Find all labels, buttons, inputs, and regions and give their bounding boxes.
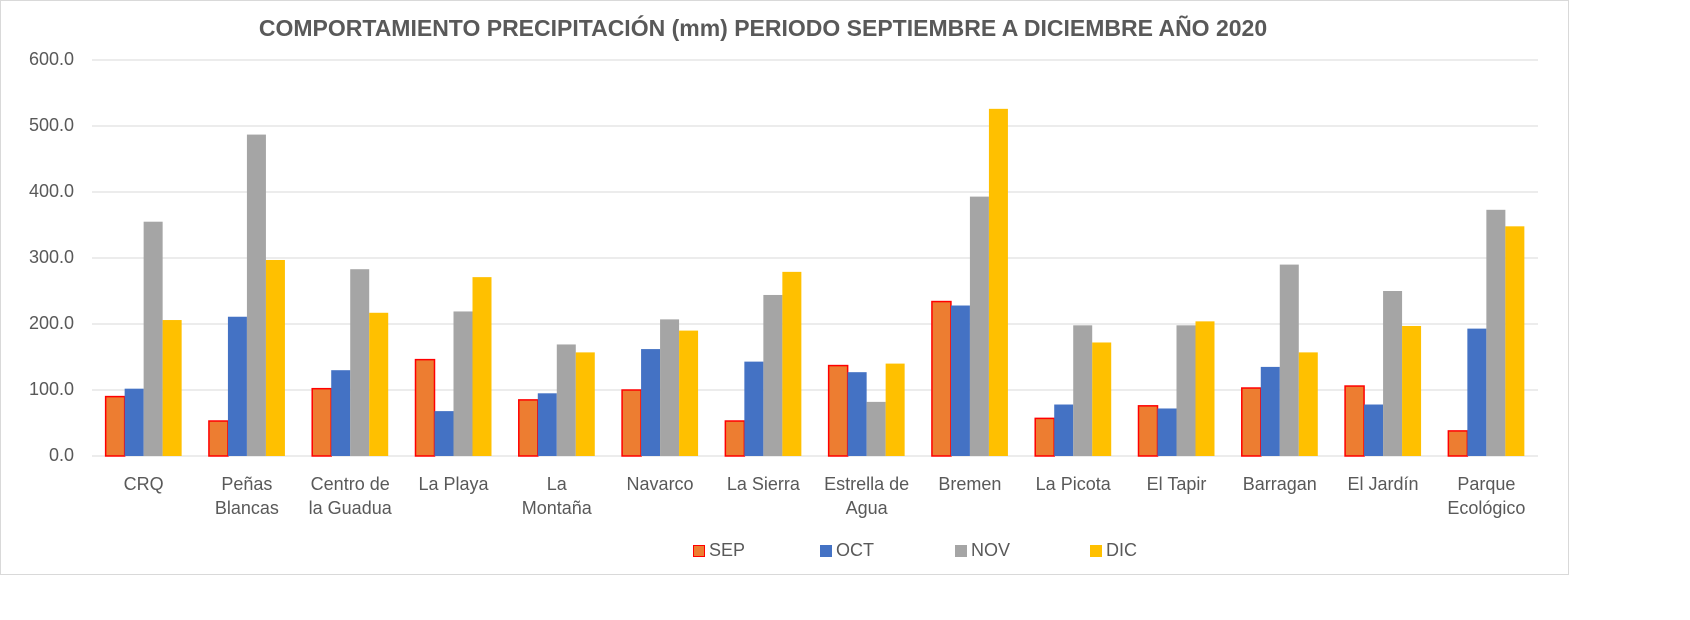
bar [414, 358, 436, 457]
bar [1364, 404, 1384, 456]
bar [1279, 264, 1299, 456]
bar [1344, 385, 1365, 457]
bar [1298, 352, 1318, 456]
x-tick-label: Estrella de Agua [824, 474, 910, 518]
bar [311, 387, 332, 457]
bar [369, 312, 389, 456]
bar [1383, 291, 1403, 456]
bar [744, 361, 764, 456]
x-tick-label: Centro de la Guadua [308, 474, 392, 518]
bar [537, 393, 557, 456]
bar [246, 134, 266, 456]
bar [350, 269, 370, 456]
legend-item: DIC [1090, 540, 1137, 561]
x-tick-label: La Picota [1035, 474, 1111, 494]
legend-label: SEP [709, 540, 746, 560]
x-tick-label: Barragan [1242, 474, 1317, 494]
bar [1447, 430, 1469, 457]
x-tick-label: La Montaña [521, 474, 592, 518]
bar [1467, 328, 1487, 456]
bar [1137, 405, 1159, 457]
legend-label: DIC [1106, 540, 1137, 560]
bar [1034, 417, 1055, 457]
legend-swatch [1090, 544, 1102, 557]
bar [1241, 387, 1262, 457]
bar [331, 370, 351, 456]
bar [1176, 325, 1196, 456]
x-tick-label: CRQ [123, 474, 164, 494]
bar [1092, 342, 1112, 456]
bar [885, 363, 905, 456]
x-tick-label: La Sierra [726, 474, 800, 494]
bar [1505, 226, 1525, 456]
bar [866, 401, 886, 456]
bar [931, 300, 952, 457]
legend-label: OCT [836, 540, 874, 560]
bar [104, 395, 126, 457]
bar [1260, 366, 1280, 456]
bar [143, 221, 163, 456]
bar [969, 196, 989, 456]
bar [518, 399, 539, 457]
legend-item: NOV [955, 540, 1010, 561]
x-tick-label: Navarco [626, 474, 694, 494]
y-tick-label: 600.0 [29, 49, 74, 69]
x-tick-label: El Jardín [1347, 474, 1419, 494]
x-tick-label: Peñas Blancas [214, 474, 279, 518]
x-tick-label: El Tapir [1146, 474, 1207, 494]
legend-label: NOV [971, 540, 1011, 560]
bar [988, 108, 1008, 456]
bar [782, 271, 802, 456]
chart-title: COMPORTAMIENTO PRECIPITACIÓN (mm) PERIOD… [259, 14, 1267, 41]
y-tick-label: 300.0 [29, 247, 74, 267]
bar [679, 330, 699, 456]
bar [472, 277, 492, 456]
y-tick-label: 400.0 [29, 181, 74, 201]
bar [827, 364, 849, 457]
bar [575, 352, 595, 456]
bar [724, 420, 746, 457]
bar [556, 344, 576, 456]
x-tick-label: La Playa [418, 474, 489, 494]
x-tick-label: Parque Ecológico [1447, 474, 1526, 518]
bar [641, 349, 661, 456]
y-tick-label: 100.0 [29, 379, 74, 399]
bar [1195, 321, 1215, 456]
bar [265, 259, 285, 456]
y-tick-label: 500.0 [29, 115, 74, 135]
y-tick-label: 0.0 [49, 445, 74, 465]
bar [847, 372, 867, 456]
bar [950, 305, 970, 456]
legend-item: SEP [693, 540, 745, 561]
x-tick-label: Bremen [938, 474, 1002, 494]
legend-swatch [820, 544, 832, 557]
bar [660, 319, 680, 456]
legend-swatch [693, 544, 705, 557]
bar [1157, 408, 1177, 456]
bar [208, 420, 229, 457]
bar [1054, 404, 1074, 456]
bar [453, 311, 473, 456]
bar [621, 389, 642, 457]
bar [162, 320, 182, 456]
bar [124, 388, 144, 456]
bar [1402, 325, 1422, 456]
bar [434, 411, 454, 456]
legend-swatch [955, 544, 967, 557]
bar [227, 316, 247, 456]
bar [1073, 325, 1093, 456]
bar [763, 294, 783, 456]
legend-item: OCT [820, 540, 874, 561]
bar [1486, 209, 1506, 456]
y-tick-label: 200.0 [29, 313, 74, 333]
